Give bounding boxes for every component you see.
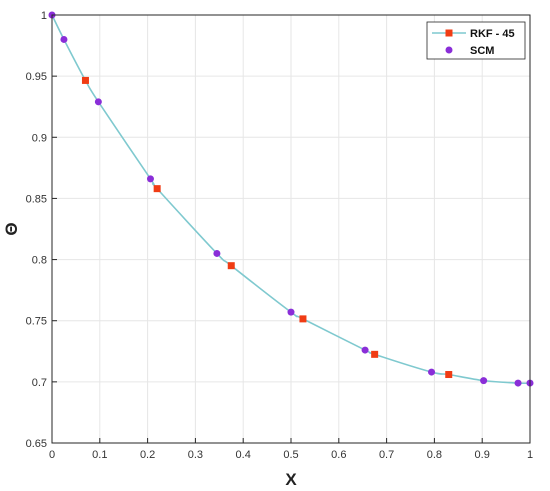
legend-marker-scm (445, 46, 453, 54)
legend: RKF - 45 SCM (426, 21, 526, 60)
legend-label-rkf45: RKF - 45 (470, 28, 515, 40)
rkf45-point (371, 350, 379, 358)
x-tick-label: 0.2 (140, 449, 155, 461)
scm-point (361, 346, 369, 354)
y-tick-label: 0.75 (26, 316, 47, 328)
scm-point (146, 175, 154, 183)
axis-ticks (51, 14, 531, 444)
rkf45-point (81, 76, 89, 84)
x-axis-title: X (285, 470, 297, 489)
legend-box (426, 21, 526, 60)
y-tick-labels: 0.65 0.7 0.75 0.8 0.85 0.9 0.95 1 (26, 10, 47, 450)
y-tick-label: 0.95 (26, 71, 47, 83)
x-tick-label: 0.6 (331, 449, 346, 461)
x-tick-label: 0.3 (188, 449, 203, 461)
legend-marker-rkf45 (445, 29, 453, 37)
x-tick-label: 0 (49, 449, 55, 461)
x-tick-label: 0.8 (427, 449, 442, 461)
legend-label-scm: SCM (470, 45, 494, 57)
x-tick-label: 0.5 (283, 449, 298, 461)
scm-point (213, 249, 221, 257)
data-markers (48, 11, 534, 387)
y-tick-label: 0.9 (32, 132, 47, 144)
y-tick-label: 0.65 (26, 438, 47, 450)
y-tick-label: 1 (41, 10, 47, 22)
scm-point (94, 98, 102, 106)
scm-point (514, 379, 522, 387)
rkf45-point (445, 371, 453, 379)
scm-point (60, 35, 68, 43)
x-tick-label: 0.4 (236, 449, 251, 461)
y-tick-label: 0.8 (32, 255, 47, 267)
rkf45-point (299, 315, 307, 323)
x-tick-label: 1 (527, 449, 533, 461)
scm-point (287, 308, 295, 316)
rkf45-point (153, 185, 161, 193)
x-tick-label: 0.7 (379, 449, 394, 461)
y-tick-label: 0.7 (32, 377, 47, 389)
rkf45-point (227, 262, 235, 270)
fit-curve (51, 14, 531, 385)
x-tick-labels: 0 0.1 0.2 0.3 0.4 0.5 0.6 0.7 0.8 0.9 1 (49, 449, 533, 461)
y-axis-title: Θ (2, 222, 21, 235)
y-tick-label: 0.85 (26, 193, 47, 205)
x-tick-label: 0.1 (92, 449, 107, 461)
scm-point (428, 368, 436, 376)
scm-point (480, 377, 488, 385)
x-tick-label: 0.9 (475, 449, 490, 461)
